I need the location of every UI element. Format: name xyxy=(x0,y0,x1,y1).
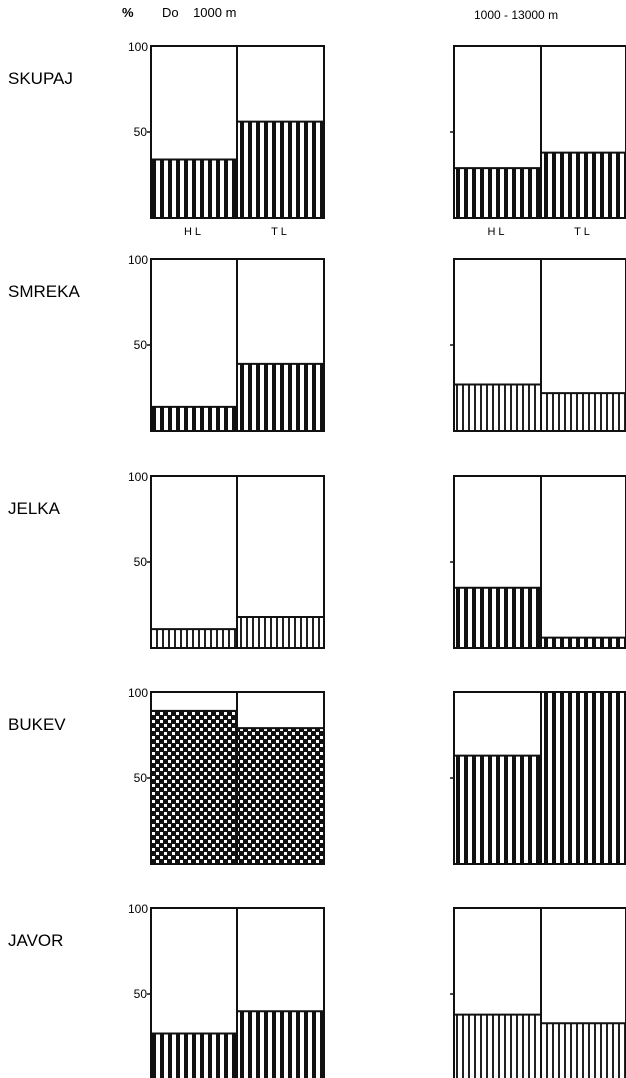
row-label-jelka: JELKA xyxy=(8,499,61,518)
bar-tl xyxy=(541,393,626,431)
panel-smreka-left: 100 50 xyxy=(128,253,325,432)
tick-label-50: 50 xyxy=(134,555,148,569)
bar-hl xyxy=(151,710,237,864)
category-label-hl: HL xyxy=(487,226,507,238)
bar-hl xyxy=(454,587,541,648)
bar-hl xyxy=(151,1033,237,1078)
tick-label-50: 50 xyxy=(134,125,148,139)
tick-label-50: 50 xyxy=(134,338,148,352)
tick-label-100: 100 xyxy=(128,253,148,267)
panel-jelka-left: 100 50 xyxy=(128,470,325,649)
row-label-smreka: SMREKA xyxy=(8,282,80,301)
tick-label-100: 100 xyxy=(128,902,148,916)
bar-hl xyxy=(151,159,237,218)
bar-tl xyxy=(541,152,626,218)
panels: SKUPAJ 100 50 HL TL HL TL SMREKA 100 50 JELKA 100 50… xyxy=(8,40,626,1078)
tick-label-100: 100 xyxy=(128,686,148,700)
left-range-label: Do 1000 m xyxy=(162,5,236,20)
bar-tl xyxy=(237,617,324,648)
panel-javor-left: 100 50 xyxy=(128,902,325,1078)
bar-tl xyxy=(237,121,324,218)
bar-tl xyxy=(541,692,626,864)
panel-jelka-right xyxy=(450,475,626,649)
category-label-hl: HL xyxy=(184,226,204,238)
panel-javor-right xyxy=(450,907,626,1078)
category-label-tl: TL xyxy=(574,226,593,238)
tick-label-50: 50 xyxy=(134,771,148,785)
bar-hl xyxy=(454,384,541,431)
tick-label-100: 100 xyxy=(128,470,148,484)
category-label-tl: TL xyxy=(271,226,290,238)
bar-hl xyxy=(454,168,541,218)
bar-hl xyxy=(454,755,541,864)
row-label-skupaj: SKUPAJ xyxy=(8,69,73,88)
bar-tl xyxy=(237,728,324,864)
bar-tl xyxy=(541,637,626,648)
unit-label: % xyxy=(122,5,134,20)
tick-label-100: 100 xyxy=(128,40,148,54)
row-label-bukev: BUKEV xyxy=(8,715,66,734)
bar-hl xyxy=(151,406,237,431)
panel-bukev-right xyxy=(450,691,626,865)
row-label-javor: JAVOR xyxy=(8,931,63,950)
panel-bukev-left: 100 50 xyxy=(128,686,325,865)
bar-hl xyxy=(454,1014,541,1078)
right-range-label: 1000 - 13000 m xyxy=(474,8,558,22)
bar-hl xyxy=(151,629,237,648)
bar-tl xyxy=(237,1011,324,1078)
bar-tl xyxy=(541,1023,626,1078)
panel-skupaj-right: HL TL xyxy=(450,45,626,238)
panel-smreka-right xyxy=(450,258,626,432)
tick-label-50: 50 xyxy=(134,987,148,1001)
bar-tl xyxy=(237,363,324,431)
panel-skupaj-left: 100 50 HL TL xyxy=(128,40,325,238)
